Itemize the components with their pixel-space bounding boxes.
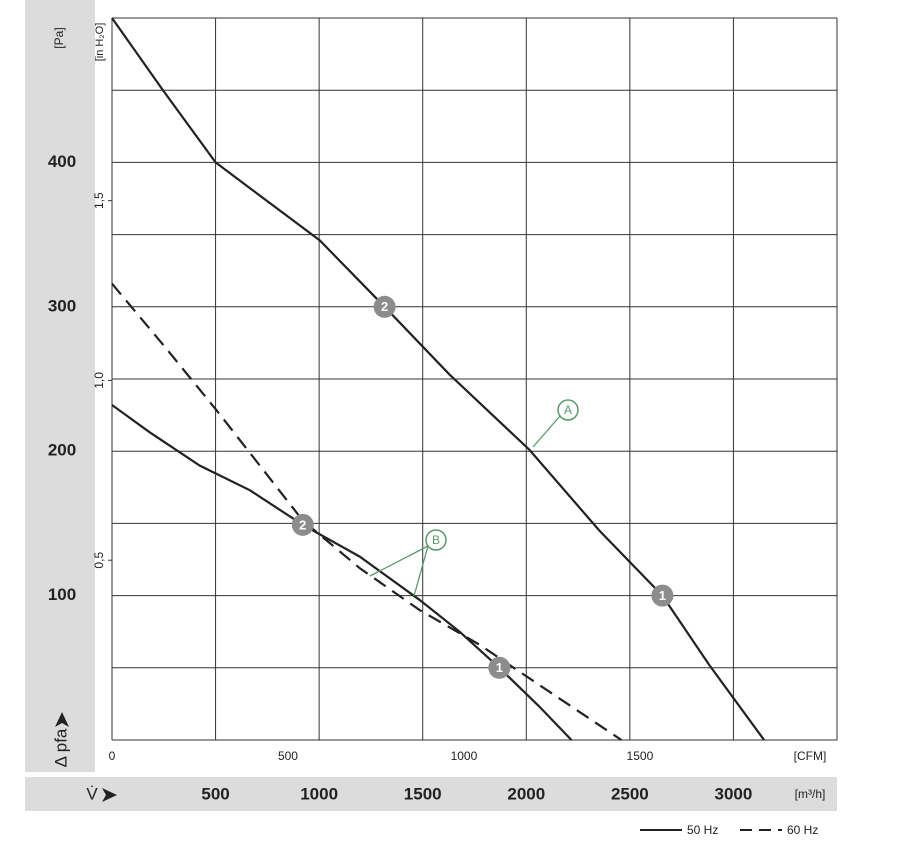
- annotation-label: B: [432, 533, 440, 547]
- x-arrow: [102, 788, 117, 802]
- annotation-leader: [369, 545, 429, 577]
- y-axis-band: [25, 0, 95, 772]
- x-tick-label: 500: [201, 784, 229, 803]
- x-tick-label: 1500: [404, 784, 442, 803]
- annotation-circle: [425, 529, 447, 551]
- x-axis-band: [25, 777, 837, 811]
- operating-point-label: 2: [299, 517, 306, 532]
- operating-point: [373, 295, 396, 318]
- x2-tick-label: 1500: [627, 749, 654, 763]
- operating-point-label: 1: [659, 588, 666, 603]
- y2-tick-label: 1,5: [92, 192, 106, 209]
- y-tick-label: 400: [48, 152, 76, 171]
- x-unit: [m³/h]: [795, 787, 826, 801]
- annotation-circle: [557, 399, 579, 421]
- y2-tick-label: 1,0: [92, 372, 106, 389]
- operating-point: [291, 513, 314, 536]
- y-tick-label: 100: [48, 585, 76, 604]
- operating-point: [488, 656, 511, 679]
- curve: [111, 282, 622, 741]
- y-tick-label: 200: [48, 441, 76, 460]
- y-unit: [Pa]: [52, 27, 66, 48]
- y-tick-label: 300: [48, 296, 76, 315]
- curve: [111, 404, 573, 741]
- curve: [111, 17, 765, 741]
- x2-unit: [CFM]: [794, 749, 827, 763]
- x-tick-label: 3000: [715, 784, 753, 803]
- x2-tick-label: 1000: [451, 749, 478, 763]
- operating-point-label: 1: [496, 660, 503, 675]
- legend: 50 Hz 60 Hz: [640, 823, 818, 837]
- x-label: V̇: [86, 784, 98, 803]
- y-arrow: [55, 712, 69, 727]
- x-tick-label: 1000: [300, 784, 338, 803]
- x2-tick-label: 0: [109, 749, 116, 763]
- operating-point: [651, 584, 674, 607]
- x-tick-label: 2000: [507, 784, 545, 803]
- annotation-leader: [413, 545, 429, 597]
- x-tick-label: 2500: [611, 784, 649, 803]
- legend-label: 50 Hz: [687, 823, 718, 837]
- y2-tick-label: 0,5: [92, 552, 106, 569]
- annotation-label: A: [564, 403, 572, 417]
- y-label: Δ pfa: [51, 728, 70, 767]
- x2-tick-label: 500: [278, 749, 298, 763]
- legend-label: 60 Hz: [787, 823, 818, 837]
- annotation-leader: [532, 415, 561, 448]
- y2-unit: [in H₂O]: [94, 23, 106, 62]
- operating-point-label: 2: [381, 299, 388, 314]
